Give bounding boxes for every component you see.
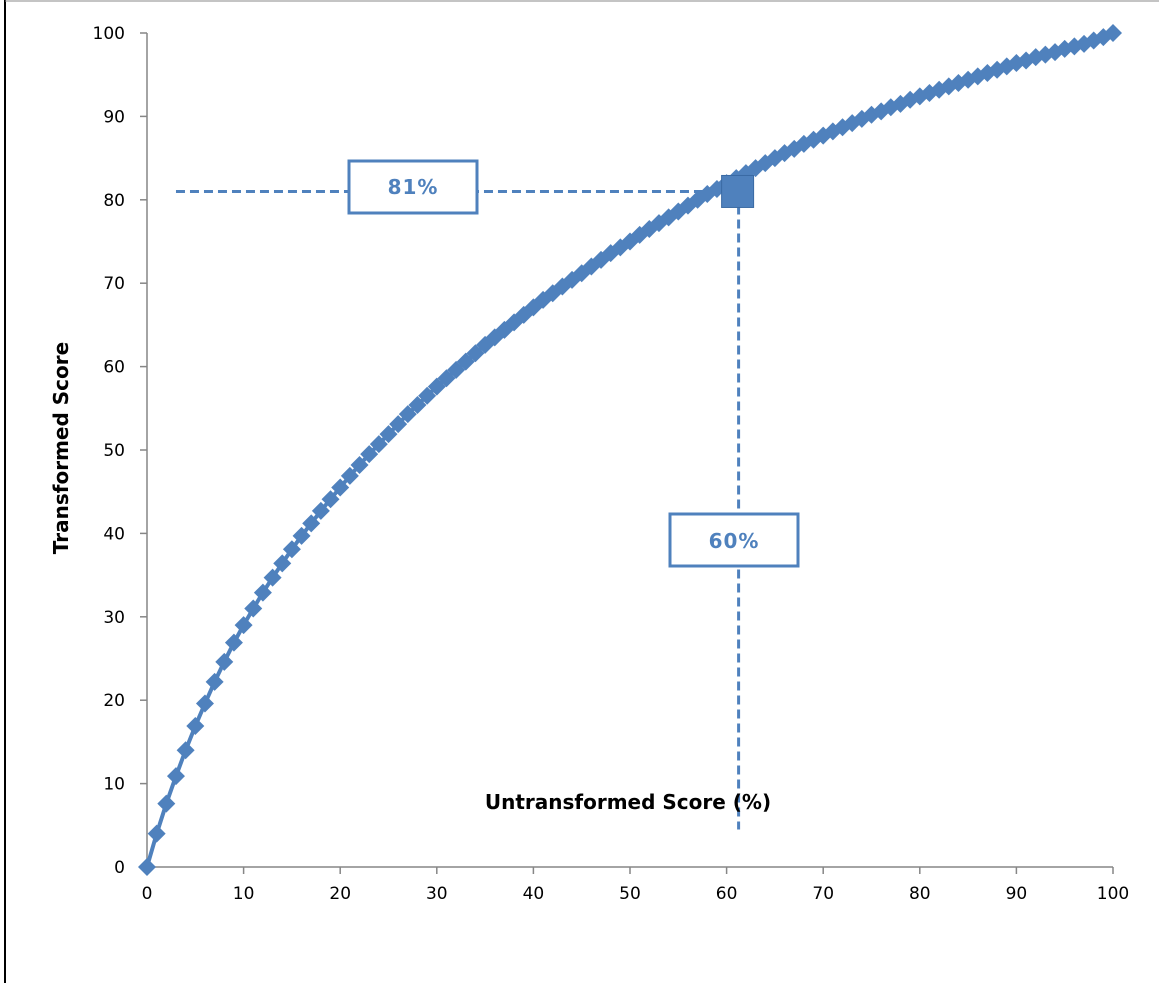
x-tick-label: 50 [619, 884, 641, 904]
x-tick-label: 30 [426, 884, 448, 904]
data-point [205, 672, 224, 691]
data-point [282, 540, 301, 559]
data-point [186, 717, 205, 736]
data-point [379, 425, 398, 444]
x-tick-label: 100 [1097, 884, 1129, 904]
y-tick-label: 80 [103, 191, 125, 211]
y-tick-label: 10 [103, 775, 125, 795]
y-tick-label: 0 [114, 858, 125, 878]
x-tick-label: 70 [812, 884, 834, 904]
data-point [302, 514, 321, 533]
data-point [408, 395, 427, 414]
highlight-point [721, 174, 755, 208]
x-tick-label: 40 [523, 884, 545, 904]
data-point [263, 568, 282, 587]
data-point [360, 445, 379, 464]
data-point [195, 694, 214, 713]
y-value-callout: 81% [347, 159, 479, 215]
data-point [234, 616, 253, 635]
data-point [311, 501, 330, 520]
data-point [176, 741, 195, 760]
data-point [138, 858, 156, 876]
data-point [331, 478, 350, 497]
data-point [253, 583, 272, 602]
x-axis-title: Untransformed Score (%) [485, 790, 771, 814]
x-tick-label: 60 [716, 884, 738, 904]
x-value-callout-box [668, 512, 800, 568]
y-tick-label: 100 [93, 24, 125, 44]
data-point [418, 386, 437, 405]
y-value-callout-box [347, 159, 479, 215]
data-point [166, 767, 185, 786]
data-point [292, 526, 311, 545]
data-point [389, 415, 408, 434]
y-tick-label: 50 [103, 441, 125, 461]
y-axis-title: Transformed Score [49, 342, 73, 554]
data-point [321, 490, 340, 509]
data-point [398, 405, 417, 424]
y-tick-label: 40 [103, 524, 125, 544]
data-point [1104, 24, 1122, 42]
data-point [466, 344, 485, 363]
x-tick-label: 10 [233, 884, 255, 904]
y-tick-label: 20 [103, 691, 125, 711]
data-point [340, 466, 359, 485]
x-value-callout: 60% [668, 512, 800, 568]
data-point [215, 652, 234, 671]
data-point [147, 824, 166, 843]
y-tick-label: 90 [103, 107, 125, 127]
data-point [369, 435, 388, 454]
y-tick-label: 70 [103, 274, 125, 294]
x-tick-label: 90 [1006, 884, 1028, 904]
axes-group: 0 10 20 30 40 50 60 70 80 90 100 0 10 20 30 40 50 60 70 80 9… [93, 24, 1130, 904]
x-tick-label: 0 [142, 884, 153, 904]
y-tick-label: 60 [103, 358, 125, 378]
series-group [138, 24, 1122, 876]
data-point [157, 794, 176, 813]
reference-lines [175, 189, 741, 830]
y-value-callout-label: 81% [388, 175, 439, 199]
data-point [1094, 28, 1113, 47]
x-tick-label: 80 [909, 884, 931, 904]
y-tick-label: 30 [103, 608, 125, 628]
data-point [224, 633, 243, 652]
x-value-callout-label: 60% [709, 529, 760, 553]
x-tick-label: 20 [329, 884, 351, 904]
series-line [145, 31, 1114, 868]
data-point [273, 554, 292, 573]
data-point [244, 599, 263, 618]
data-point [350, 456, 369, 475]
